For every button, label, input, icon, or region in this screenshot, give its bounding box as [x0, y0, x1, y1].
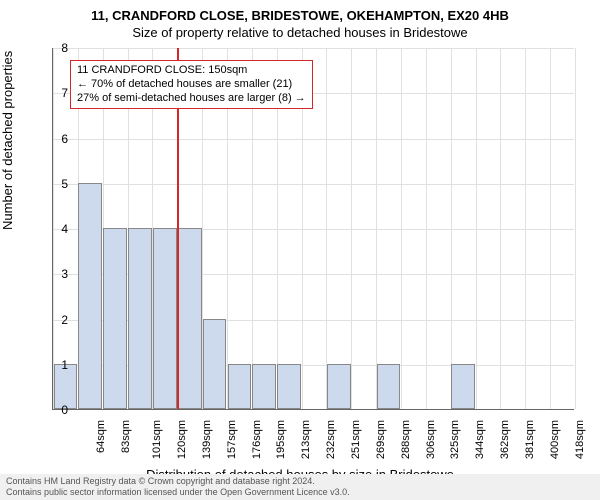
ytick-label: 5 [48, 177, 68, 191]
page-subtitle: Size of property relative to detached ho… [0, 23, 600, 46]
histogram-bar [228, 364, 252, 409]
gridline-v [376, 48, 377, 409]
xtick-label: 195sqm [276, 420, 288, 459]
gridline-v [550, 48, 551, 409]
xtick-label: 362sqm [499, 420, 511, 459]
histogram-bar [103, 228, 127, 409]
xtick-label: 120sqm [176, 420, 188, 459]
annotation-line: ← 70% of detached houses are smaller (21… [77, 78, 306, 92]
xtick-label: 325sqm [450, 420, 462, 459]
gridline-v [500, 48, 501, 409]
xtick-label: 213sqm [300, 420, 312, 459]
gridline-h [53, 48, 574, 49]
gridline-v [476, 48, 477, 409]
ytick-label: 2 [48, 313, 68, 327]
ytick-label: 1 [48, 358, 68, 372]
chart: 11 CRANDFORD CLOSE: 150sqm ← 70% of deta… [52, 48, 574, 410]
gridline-v [451, 48, 452, 409]
gridline-v [351, 48, 352, 409]
xtick-label: 344sqm [474, 420, 486, 459]
xtick-label: 176sqm [251, 420, 263, 459]
xtick-label: 157sqm [226, 420, 238, 459]
gridline-h [53, 184, 574, 185]
xtick-label: 418sqm [574, 420, 586, 459]
gridline-v [326, 48, 327, 409]
gridline-v [426, 48, 427, 409]
histogram-bar [377, 364, 401, 409]
ytick-label: 6 [48, 132, 68, 146]
ytick-label: 3 [48, 267, 68, 281]
xtick-label: 83sqm [120, 420, 132, 453]
histogram-bar [451, 364, 475, 409]
xtick-label: 64sqm [95, 420, 107, 453]
xtick-label: 251sqm [350, 420, 362, 459]
xtick-label: 400sqm [549, 420, 561, 459]
gridline-v [401, 48, 402, 409]
annotation-line: 27% of semi-detached houses are larger (… [77, 92, 306, 106]
histogram-bar [178, 228, 202, 409]
xtick-label: 381sqm [524, 420, 536, 459]
page-title: 11, CRANDFORD CLOSE, BRIDESTOWE, OKEHAMP… [0, 0, 600, 23]
gridline-v [575, 48, 576, 409]
ytick-label: 0 [48, 403, 68, 417]
xtick-label: 306sqm [425, 420, 437, 459]
footer-line: Contains public sector information licen… [6, 487, 594, 498]
ytick-label: 4 [48, 222, 68, 236]
annotation-line: 11 CRANDFORD CLOSE: 150sqm [77, 64, 306, 78]
xtick-label: 288sqm [400, 420, 412, 459]
histogram-bar [78, 183, 102, 409]
histogram-bar [252, 364, 276, 409]
gridline-v [525, 48, 526, 409]
y-axis-label: Number of detached properties [0, 51, 15, 230]
xtick-label: 269sqm [375, 420, 387, 459]
xtick-label: 101sqm [151, 420, 163, 459]
ytick-label: 7 [48, 86, 68, 100]
histogram-bar [128, 228, 152, 409]
histogram-bar [277, 364, 301, 409]
footer: Contains HM Land Registry data © Crown c… [0, 474, 600, 500]
annotation-box: 11 CRANDFORD CLOSE: 150sqm ← 70% of deta… [70, 60, 313, 109]
histogram-bar [153, 228, 177, 409]
ytick-label: 8 [48, 41, 68, 55]
gridline-h [53, 139, 574, 140]
histogram-bar [327, 364, 351, 409]
footer-line: Contains HM Land Registry data © Crown c… [6, 476, 594, 487]
histogram-bar [203, 319, 227, 410]
xtick-label: 232sqm [325, 420, 337, 459]
xtick-label: 139sqm [201, 420, 213, 459]
